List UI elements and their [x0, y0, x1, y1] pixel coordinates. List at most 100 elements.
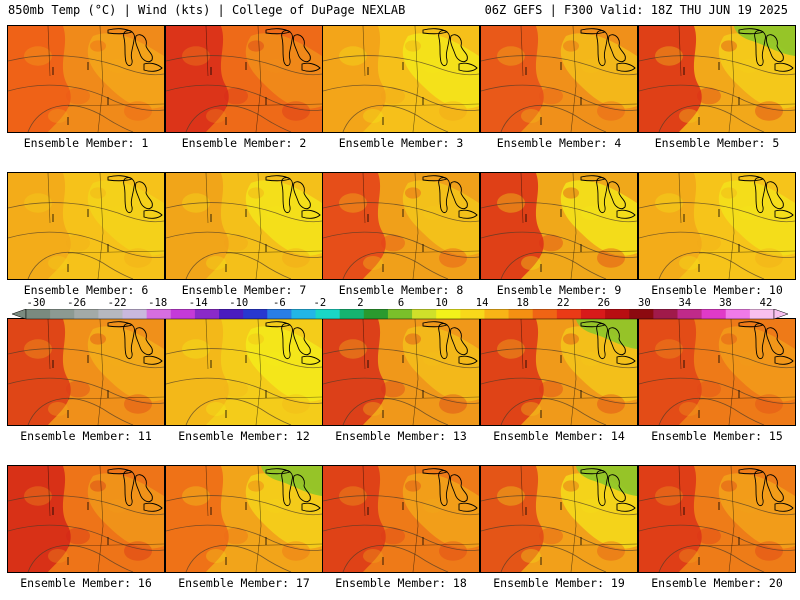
colorbar-swatch [629, 309, 654, 319]
colorbar-swatch [267, 309, 292, 319]
ensemble-member-label: Ensemble Member: 5 [654, 136, 780, 150]
temperature-blob [597, 248, 625, 268]
state-border [362, 466, 366, 517]
temperature-blob [755, 394, 783, 414]
state-border [540, 250, 637, 254]
state-border [540, 543, 637, 547]
ensemble-map-panel [322, 465, 480, 573]
ensemble-member-label: Ensemble Member: 14 [493, 429, 625, 443]
cool-temperature-area [87, 326, 164, 402]
height-contour [166, 495, 322, 516]
colorbar-swatch [243, 309, 268, 319]
height-contour [8, 231, 164, 258]
height-contour [8, 55, 164, 76]
temperature-blob [363, 256, 383, 270]
temperature-map [166, 466, 322, 572]
warm-temperature-area [639, 466, 702, 572]
great-lakes-outline [143, 62, 163, 72]
temperature-blob [439, 101, 467, 121]
temperature-blob [48, 549, 68, 563]
colorbar-tick-label: 14 [475, 297, 489, 309]
temperature-blob [66, 380, 90, 398]
temperature-blob [539, 380, 563, 398]
height-contour [639, 524, 795, 551]
colorbar-swatch [170, 309, 196, 319]
temperature-blob [48, 256, 68, 270]
state-border [698, 250, 795, 254]
colorbar-tick-label: -18 [148, 297, 168, 309]
cool-temperature-area [560, 326, 637, 402]
great-lakes-outline [107, 175, 134, 182]
ensemble-map-panel [638, 172, 796, 280]
temperature-map [481, 319, 637, 425]
height-contour [481, 231, 637, 258]
height-contour [639, 495, 795, 516]
great-lakes-outline [107, 468, 134, 475]
cool-temperature-area [402, 473, 479, 549]
temperature-blob [224, 234, 248, 252]
height-contour [639, 348, 795, 369]
temperature-blob [405, 40, 421, 52]
colorbar-right-arrow [773, 309, 788, 320]
ensemble-member-label: Ensemble Member: 13 [335, 429, 467, 443]
temperature-map [8, 466, 164, 572]
cool-temperature-area [560, 33, 637, 109]
temperature-map [8, 173, 164, 279]
warm-temperature-area [481, 466, 544, 572]
great-lakes-outline [738, 321, 765, 328]
cool-temperature-area [718, 473, 795, 549]
state-border [540, 396, 637, 400]
great-lakes-outline [754, 323, 766, 360]
colorbar-tick-label: 38 [719, 297, 732, 309]
ensemble-member-label: Ensemble Member: 9 [496, 283, 622, 297]
great-lakes-outline [754, 30, 766, 67]
colorbar-swatch [291, 309, 317, 319]
height-contour [342, 398, 449, 425]
state-border [362, 319, 366, 370]
great-lakes-outline [281, 30, 293, 67]
great-lakes-outline [450, 474, 468, 503]
state-border [412, 173, 419, 279]
great-lakes-outline [458, 355, 478, 365]
height-contour [639, 202, 795, 223]
height-contour [185, 545, 292, 572]
great-lakes-outline [458, 209, 478, 219]
temperature-blob [597, 541, 625, 561]
temperature-blob [539, 234, 563, 252]
great-lakes-outline [596, 323, 608, 360]
great-lakes-outline [580, 468, 607, 475]
great-lakes-outline [301, 62, 321, 72]
warm-temperature-area [166, 173, 229, 279]
colorbar-swatch [484, 309, 510, 319]
ensemble-member-label: Ensemble Member: 8 [338, 283, 464, 297]
state-border [382, 543, 479, 547]
great-lakes-outline [281, 177, 293, 214]
great-lakes-outline [438, 177, 450, 214]
state-border [97, 319, 104, 425]
state-border [255, 173, 262, 279]
colorbar-swatch [460, 309, 485, 319]
map-title: 850mb Temp (°C) | Wind (kts) | College o… [8, 3, 406, 17]
state-border [255, 26, 262, 132]
state-border [570, 466, 577, 572]
colorbar-tick-labels: -30 -26 -22 -18 -14 -10 -6 -2 2 6 10 14 18 22 26 30 34 38… [12, 297, 788, 309]
temperature-blob [405, 187, 421, 199]
cool-temperature-area [718, 33, 795, 109]
temperature-blob [521, 109, 541, 123]
state-border [728, 319, 735, 425]
state-border [47, 466, 51, 517]
ensemble-member-label: Ensemble Member: 10 [651, 283, 783, 297]
colorbar-tick-label: 2 [357, 297, 364, 309]
colorbar-tick-label: 42 [759, 297, 773, 309]
warm-temperature-area [481, 173, 544, 279]
warm-temperature-area [481, 26, 544, 132]
temperature-blob [66, 87, 90, 105]
great-lakes-outline [143, 355, 163, 365]
state-border [225, 396, 322, 400]
ensemble-member-label: Ensemble Member: 15 [651, 429, 783, 443]
temperature-blob [721, 333, 737, 345]
temperature-blob [405, 480, 421, 492]
temperature-blob [206, 256, 226, 270]
temperature-blob [206, 549, 226, 563]
great-lakes-outline [458, 502, 478, 512]
